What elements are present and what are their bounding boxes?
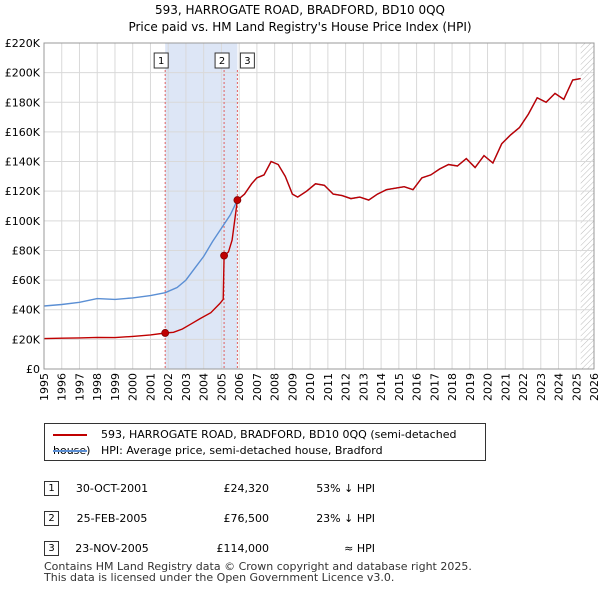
sale-price: £76,500 [223, 511, 270, 525]
chart-subtitle: Price paid vs. HM Land Registry's House … [128, 20, 471, 34]
x-tick-label: 2016 [411, 373, 424, 401]
y-tick-label: £120K [5, 185, 41, 198]
footer-copyright: Contains HM Land Registry data © Crown c… [44, 560, 472, 573]
x-tick-label: 2013 [357, 373, 370, 401]
price-chart: 593, HARROGATE ROAD, BRADFORD, BD10 0QQ … [5, 3, 600, 401]
legend-swatch-property [53, 434, 87, 436]
sale-1-label-box [153, 52, 169, 69]
sale-price: £114,000 [216, 541, 270, 555]
sale-2-point [220, 251, 228, 260]
x-tick-label: 2015 [393, 373, 406, 401]
sale-hpi-comparison: 23% ↓ HPI [316, 511, 375, 525]
sale-2-label-box [214, 52, 230, 69]
y-tick-label: £80K [12, 244, 41, 257]
legend-item-property: 593, HARROGATE ROAD, BRADFORD, BD10 0QQ … [53, 427, 485, 457]
x-tick-label: 1996 [56, 373, 69, 401]
y-tick-label: £200K [5, 67, 41, 80]
x-tick-label: 2004 [198, 373, 211, 401]
legend-swatch-hpi [53, 450, 87, 452]
sale-price: £24,320 [223, 481, 270, 495]
x-tick-label: 2024 [553, 373, 566, 401]
property-price-line [43, 77, 581, 340]
table-row: 3 23-NOV-2005 £114,000 ≈ HPI [44, 533, 375, 563]
x-tick-label: 1995 [38, 373, 51, 401]
x-tick-label: 2022 [517, 373, 530, 401]
sale-marker-1: 1 [44, 480, 59, 496]
table-row: 2 25-FEB-2005 £76,500 23% ↓ HPI [44, 503, 375, 533]
x-tick-label: 1999 [109, 373, 122, 401]
x-tick-label: 2021 [499, 373, 512, 401]
x-tick-label: 2007 [251, 373, 264, 401]
y-tick-label: £0 [26, 363, 40, 376]
x-tick-label: 2009 [286, 373, 299, 401]
y-tick-label: £220K [5, 37, 41, 50]
x-tick-label: 2025 [570, 373, 583, 401]
x-tick-label: 2019 [464, 373, 477, 401]
shaded-period [165, 43, 238, 369]
y-tick-label: £140K [5, 156, 41, 169]
footer: Contains HM Land Registry data © Crown c… [44, 561, 472, 583]
footer-license: This data is licensed under the Open Gov… [44, 571, 395, 584]
sale-hpi-comparison: ≈ HPI [344, 541, 375, 555]
x-tick-label: 2001 [144, 373, 157, 401]
sales-table: 1 30-OCT-2001 £24,320 53% ↓ HPI 2 25-FEB… [44, 473, 375, 563]
chart-title: 593, HARROGATE ROAD, BRADFORD, BD10 0QQ [155, 3, 445, 17]
sale-date: 25-FEB-2005 [76, 511, 148, 525]
legend: 593, HARROGATE ROAD, BRADFORD, BD10 0QQ … [44, 423, 486, 461]
y-tick-label: £60K [12, 274, 41, 287]
x-tick-label: 2002 [162, 373, 175, 401]
sale-hpi-comparison: 53% ↓ HPI [316, 481, 375, 495]
x-tick-label: 2000 [127, 373, 140, 401]
x-tick-label: 2012 [340, 373, 353, 401]
y-tick-label: £180K [5, 96, 41, 109]
sale-1-label: 1 [158, 56, 164, 67]
x-tick-label: 2008 [269, 373, 282, 401]
plot-frame [43, 42, 595, 370]
sale-marker-3: 3 [44, 540, 59, 556]
legend-label-property: 593, HARROGATE ROAD, BRADFORD, BD10 0QQ … [53, 428, 457, 457]
x-tick-label: 1997 [73, 373, 86, 401]
y-tick-label: £40K [12, 304, 41, 317]
x-tick-label: 2014 [375, 373, 388, 401]
legend-label-hpi: HPI: Average price, semi-detached house,… [101, 444, 383, 457]
sale-1-point [161, 329, 170, 337]
x-tick-label: 1998 [91, 373, 104, 401]
x-tick-label: 2017 [428, 373, 441, 401]
sale-3-point [233, 196, 242, 204]
x-tick-label: 2003 [180, 373, 193, 401]
sale-marker-2: 2 [44, 510, 59, 526]
x-tick-label: 2010 [304, 373, 317, 401]
y-tick-label: £160K [5, 126, 41, 139]
table-row: 1 30-OCT-2001 £24,320 53% ↓ HPI [44, 473, 375, 503]
sale-2-label: 2 [219, 56, 225, 67]
legend-item-hpi: HPI: Average price, semi-detached house,… [53, 443, 383, 459]
sale-3-label-box [239, 52, 255, 69]
x-tick-label: 2011 [322, 373, 335, 401]
y-tick-label: £20K [12, 333, 41, 346]
sale-date: 23-NOV-2005 [75, 541, 149, 555]
x-tick-label: 2020 [482, 373, 495, 401]
x-tick-label: 2018 [446, 373, 459, 401]
x-tick-label: 2006 [233, 373, 246, 401]
sale-date: 30-OCT-2001 [75, 481, 149, 495]
x-tick-label: 2023 [535, 373, 548, 401]
plot-background [44, 43, 594, 369]
sale-3-label: 3 [244, 56, 250, 67]
future-hatch [580, 43, 594, 369]
x-tick-label: 2005 [215, 373, 228, 401]
x-tick-label: 2026 [588, 373, 600, 401]
y-tick-label: £100K [5, 215, 41, 228]
